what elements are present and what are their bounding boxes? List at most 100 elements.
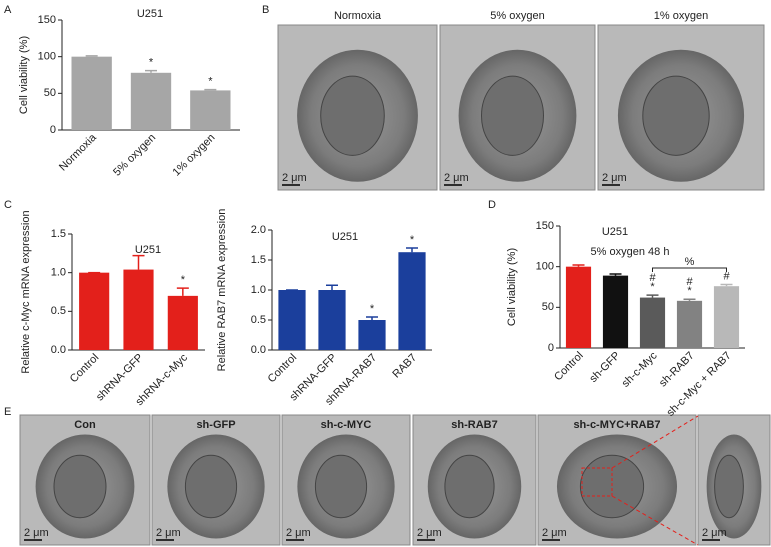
y-tick-label: 0.5 (51, 305, 66, 317)
nucleus (444, 454, 495, 519)
significance-mark: * (370, 303, 375, 315)
panel-label: B (262, 4, 269, 16)
nucleus (184, 454, 238, 519)
bar (318, 290, 346, 350)
bar (71, 56, 112, 130)
image-caption: sh-c-MYC+RAB7 (573, 419, 660, 431)
y-tick-label: 0 (50, 124, 56, 136)
image-caption: sh-RAB7 (451, 419, 497, 431)
x-tick-label: sh-GFP (587, 350, 622, 385)
scale-bar-label: 2 μm (282, 172, 307, 184)
image-caption: Con (74, 419, 96, 431)
error-bar (406, 247, 418, 253)
bar (79, 272, 110, 350)
significance-mark: # (649, 272, 656, 284)
significance-mark: * (687, 285, 692, 297)
error-bar (145, 69, 157, 73)
panel-label: D (488, 199, 496, 211)
scale-bar-label: 2 μm (702, 527, 727, 539)
chart-title: U251 (602, 226, 628, 238)
error-bar (572, 264, 585, 267)
y-tick-label: 150 (38, 14, 56, 26)
y-tick-label: 0.0 (251, 344, 266, 356)
error-bar (204, 88, 217, 91)
significance-mark: * (181, 274, 186, 286)
nucleus (320, 75, 385, 156)
error-bar (132, 254, 145, 270)
chart-subtitle: 5% oxygen 48 h (591, 246, 670, 258)
significance-mark: * (650, 281, 655, 293)
bar (123, 269, 154, 350)
bar (713, 286, 740, 348)
bar (278, 290, 306, 350)
error-bar (85, 55, 98, 57)
error-bar (176, 287, 189, 296)
x-tick-label: sh-c-Myc + RAB7 (664, 350, 733, 419)
bar (130, 72, 172, 130)
x-tick-label: sh-c-Myc (620, 349, 660, 389)
y-axis-label: Relative RAB7 mRNA expression (216, 209, 228, 372)
image-caption: sh-GFP (196, 419, 235, 431)
scale-bar-label: 2 μm (156, 527, 181, 539)
panel-label: E (4, 406, 11, 418)
error-bar (609, 273, 622, 276)
y-tick-label: 1.5 (251, 254, 266, 266)
y-tick-label: 50 (542, 301, 554, 313)
error-bar (683, 298, 696, 301)
y-tick-label: 2.0 (251, 224, 266, 236)
x-tick-label: 1% oxygen (171, 132, 218, 179)
nucleus (642, 75, 710, 156)
y-tick-label: 1.0 (51, 267, 66, 279)
x-tick-label: 5% oxygen (111, 132, 158, 179)
scale-bar-label: 2 μm (286, 527, 311, 539)
significance-bracket (652, 267, 727, 272)
x-tick-label: Control (552, 350, 586, 384)
nucleus (314, 454, 368, 519)
y-tick-label: 0.5 (251, 314, 266, 326)
chart-title: U251 (137, 8, 163, 20)
x-tick-label: RAB7 (390, 352, 419, 381)
zoom-box (581, 467, 613, 497)
panel-label: C (4, 199, 12, 211)
significance-mark: * (410, 234, 415, 246)
significance-mark: # (686, 276, 693, 288)
y-tick-label: 0 (548, 342, 554, 354)
bar (639, 297, 666, 348)
nucleus (481, 75, 544, 156)
scale-bar-label: 2 μm (24, 527, 49, 539)
scale-bar-label: 2 μm (444, 172, 469, 184)
zoom-line (611, 415, 699, 469)
significance-mark: * (208, 76, 213, 88)
x-tick-label: Control (266, 352, 300, 386)
chart-title: U251 (135, 244, 161, 256)
nucleus (714, 454, 744, 519)
nucleus (579, 454, 645, 519)
bar (676, 300, 703, 348)
image-caption: 1% oxygen (654, 10, 708, 22)
y-axis-label: Relative c-Myc mRNA expression (20, 210, 32, 373)
y-tick-label: 100 (536, 261, 554, 273)
bar (358, 320, 386, 350)
significance-mark: # (723, 270, 730, 282)
image-caption: 5% oxygen (490, 10, 544, 22)
x-tick-label: Normoxia (57, 131, 99, 173)
bar (565, 266, 592, 348)
bar (398, 252, 426, 350)
bracket-label: % (685, 256, 695, 268)
image-caption: sh-c-MYC (321, 419, 372, 431)
y-tick-label: 150 (536, 220, 554, 232)
error-bar (366, 316, 378, 320)
scale-bar-label: 2 μm (417, 527, 442, 539)
y-axis-label: Cell viability (%) (506, 248, 518, 326)
scale-bar-label: 2 μm (602, 172, 627, 184)
y-tick-label: 1.5 (51, 228, 66, 240)
y-tick-label: 100 (38, 51, 56, 63)
bar (190, 90, 231, 130)
error-bar (646, 294, 659, 298)
y-axis-label: Cell viability (%) (18, 36, 30, 114)
error-bar (720, 283, 733, 287)
nucleus (53, 454, 107, 519)
scale-bar-label: 2 μm (542, 527, 567, 539)
